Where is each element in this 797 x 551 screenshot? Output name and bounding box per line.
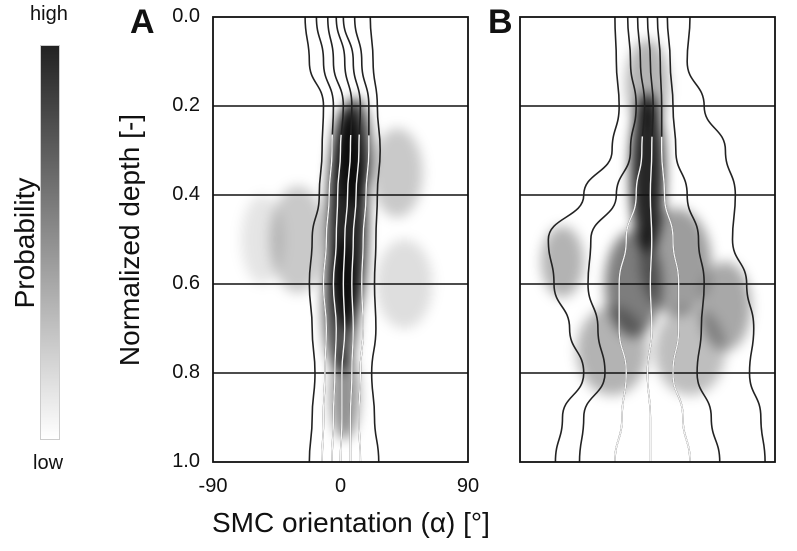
x-tick-label: 0 — [334, 475, 347, 497]
colorbar-low-label: low — [33, 452, 64, 474]
panel-a-label: A — [130, 3, 155, 41]
orientation-quantile-line — [666, 17, 721, 462]
orientation-quantile-line-highlight — [342, 17, 362, 462]
panel-a — [213, 17, 468, 462]
panel-frame — [519, 16, 776, 463]
y-tick-label: 0.8 — [172, 361, 200, 383]
orientation-quantile-line-highlight — [646, 17, 654, 462]
panel-b-label: B — [488, 3, 513, 41]
orientation-quantile-line — [304, 17, 325, 462]
x-tick-label: -90 — [198, 475, 228, 497]
density-blob — [323, 239, 358, 373]
density-blob — [576, 306, 648, 396]
y-tick-label: 0.0 — [172, 5, 200, 27]
density-heatmap — [241, 97, 433, 440]
x-axis-label: SMC orientation (α) [°] — [212, 507, 490, 538]
orientation-quantile-line — [547, 17, 620, 462]
density-blob — [241, 195, 284, 284]
colorbar — [40, 45, 60, 440]
density-blob — [269, 186, 327, 293]
panel-frame — [212, 16, 469, 463]
y-tick-label: 0.4 — [172, 183, 200, 205]
density-blob — [630, 92, 665, 253]
density-blob — [337, 97, 372, 204]
orientation-quantile-line-highlight — [656, 17, 691, 462]
y-tick-label: 0.2 — [172, 94, 200, 116]
density-blob — [654, 306, 726, 396]
orientation-quantile-line-highlight — [335, 17, 353, 462]
density-blob — [541, 226, 584, 298]
orientation-quantile-line — [369, 17, 381, 462]
orientation-quantile-line-highlight — [614, 17, 646, 462]
orientation-quantile-line — [686, 17, 766, 462]
orientation-quantile-line-highlight — [327, 17, 345, 462]
y-tick-label: 1.0 — [172, 450, 200, 472]
colorbar-high-label: high — [30, 3, 68, 25]
panel-b — [520, 17, 775, 462]
y-tick-label: 0.6 — [172, 272, 200, 294]
orientation-quantile-line-highlight — [315, 17, 335, 462]
orientation-quantile-line-highlight — [353, 17, 370, 462]
x-tick-label: 90 — [456, 475, 480, 497]
orientation-quantile-line — [578, 17, 637, 462]
